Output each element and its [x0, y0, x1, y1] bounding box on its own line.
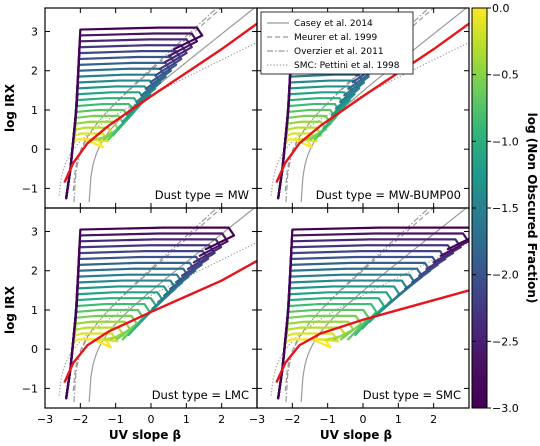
legend: Casey et al. 2014 Meurer et al. 1999 Overz… — [260, 11, 414, 75]
x-tick-label: 0 — [360, 413, 367, 426]
panel-label: Dust type = SMC — [363, 388, 461, 402]
overzier-relation-line — [285, 208, 430, 403]
panel-label: Dust type = MW-BUMP00 — [316, 188, 461, 202]
model-track-20 — [65, 226, 236, 400]
pettini-smc-relation-line — [270, 241, 469, 396]
model-track-14 — [277, 261, 432, 400]
overzier-relation-line — [73, 8, 218, 203]
legend-entry: Meurer et al. 1999 — [294, 33, 377, 43]
y-tick-label: −1 — [22, 182, 38, 195]
x-axis-title-left: UV slope β — [109, 428, 182, 442]
x-tick-label: −1 — [320, 413, 336, 426]
x-tick-label: −3 — [249, 413, 265, 426]
plot-area — [270, 208, 469, 403]
y-tick-label: 0 — [31, 143, 38, 156]
y-axis-title-top: log IRX — [3, 83, 17, 132]
legend-entry: SMC: Pettini et al. 1998 — [294, 61, 400, 71]
colorbar-tick-label: −1.5 — [492, 202, 519, 215]
panel-label: Dust type = MW — [155, 188, 249, 202]
y-tick-label: 2 — [31, 265, 38, 278]
pettini-smc-relation-line — [58, 41, 257, 196]
red-envelope-line — [275, 22, 469, 184]
colorbar-tick-label: −0.5 — [492, 69, 519, 82]
y-tick-label: 1 — [31, 304, 38, 317]
y-tick-label: 0 — [31, 343, 38, 356]
pettini-smc-relation-line — [270, 41, 469, 196]
pettini-smc-relation-line — [58, 241, 257, 396]
overzier-relation-line — [73, 208, 218, 403]
axis-titles: log IRX log IRX UV slope β UV slope β — [3, 83, 393, 442]
red-envelope-line — [275, 289, 469, 384]
x-tick-label: −3 — [37, 413, 53, 426]
red-envelope-line — [63, 22, 257, 184]
y-tick-label: 3 — [31, 26, 38, 39]
x-tick-label: −1 — [108, 413, 124, 426]
panel-label: Dust type = LMC — [152, 388, 249, 402]
model-track-20 — [65, 26, 204, 200]
y-tick-label: −1 — [22, 382, 38, 395]
y-axis-title-bottom: log IRX — [3, 285, 17, 334]
x-axis-title-right: UV slope β — [320, 428, 393, 442]
colorbar-ticks: 0.0 −0.5 −1.0 −1.5 −2.0 −2.5 −3.0 — [472, 2, 519, 415]
colorbar-tick-label: −1.0 — [492, 135, 519, 148]
panel-lmc: −3 −2 −1 0 1 2 −1 0 1 2 3 Dust type = LMC — [22, 207, 258, 426]
colorbar-title: log (Non Obscured Fraction) — [525, 113, 539, 304]
legend-entry: Casey et al. 2014 — [294, 19, 373, 29]
plot-area — [58, 8, 257, 203]
casey-relation-line — [88, 8, 256, 203]
y-tick-label: 3 — [31, 226, 38, 239]
panel-mw: −1 0 1 2 3 Dust type = MW — [22, 7, 258, 209]
y-tick-label: 2 — [31, 65, 38, 78]
plot-area — [58, 208, 257, 403]
colorbar-tick-label: −2.5 — [492, 335, 519, 348]
colorbar-tick-label: 0.0 — [492, 2, 510, 15]
x-tick-label: −2 — [72, 413, 88, 426]
meurer-relation-line — [72, 208, 223, 392]
red-envelope-line — [63, 259, 257, 384]
y-tick-label: 1 — [31, 104, 38, 117]
legend-entry: Overzier et al. 2011 — [294, 47, 384, 57]
x-tick-label: 1 — [395, 413, 402, 426]
legend-box — [260, 11, 414, 75]
panel-smc: −3 −2 −1 0 1 2 Dust type = SMC — [249, 207, 470, 426]
colorbar: 0.0 −0.5 −1.0 −1.5 −2.0 −2.5 −3.0 log (Non Obs… — [471, 2, 539, 415]
colorbar-tick-label: −2.0 — [492, 269, 519, 282]
model-track-20 — [277, 226, 469, 400]
x-tick-label: 2 — [218, 413, 225, 426]
x-tick-label: 1 — [183, 413, 190, 426]
x-tick-label: 0 — [148, 413, 155, 426]
panels-group: −1 0 1 2 3 Dust type = MW Dust type = MW-BUMP0… — [22, 7, 470, 426]
x-tick-label: −2 — [284, 413, 300, 426]
x-tick-label: 2 — [430, 413, 437, 426]
colorbar-tick-label: −3.0 — [492, 402, 519, 415]
meurer-relation-line — [284, 208, 435, 392]
